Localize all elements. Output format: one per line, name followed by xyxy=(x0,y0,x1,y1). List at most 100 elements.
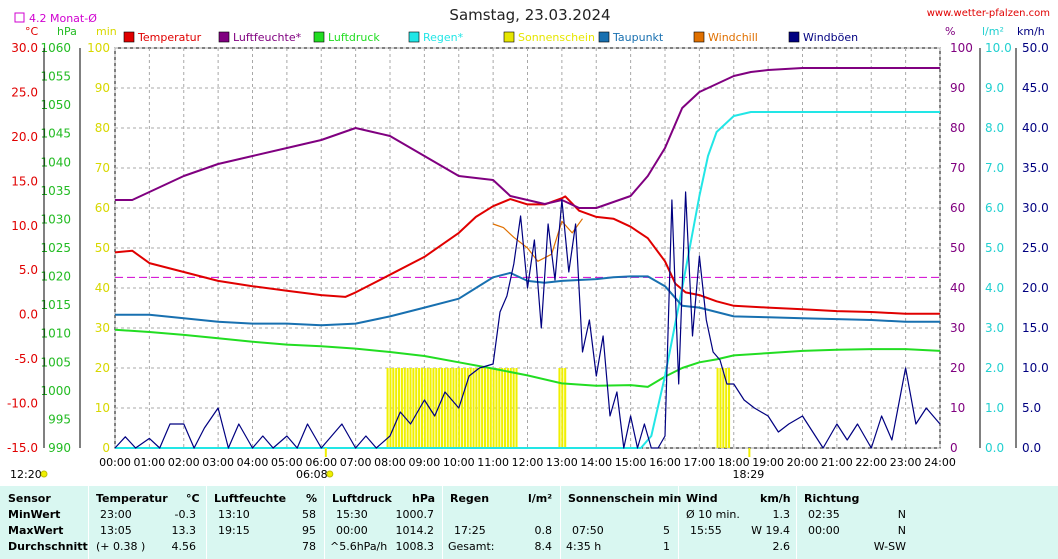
legend-swatch xyxy=(408,31,420,43)
series-luftdruck-line xyxy=(114,328,941,388)
legend-swatch xyxy=(788,31,800,43)
tick-label-wind: 5.0 xyxy=(1022,401,1041,415)
tick-label-rain: 8.0 xyxy=(985,121,1004,135)
sunshine-bar xyxy=(506,368,509,448)
tick-label-pct: 40 xyxy=(950,281,965,295)
sunshine-bar xyxy=(561,368,564,448)
max-rain-time: 17:25 xyxy=(454,524,486,537)
tick-label-rain: 3.0 xyxy=(985,321,1004,335)
tick-label-temp: -10.0 xyxy=(7,397,38,411)
sunshine-bar xyxy=(409,368,412,448)
sunshine-bar xyxy=(455,368,458,448)
sunshine-bar xyxy=(386,368,389,448)
tick-label-pct: 70 xyxy=(950,161,965,175)
tick-label-wind: 30.0 xyxy=(1022,201,1049,215)
avg-sun-value: 1 xyxy=(663,540,670,553)
sunrise-time: 06:08 xyxy=(296,468,328,481)
header-luftfeuchte: Luftfeuchte xyxy=(214,492,287,505)
min-temp-time: 23:00 xyxy=(100,508,132,521)
time-tick-label: 04:00 xyxy=(237,456,269,469)
avg-rain-value: 8.4 xyxy=(534,540,553,553)
tick-label-rain: 2.0 xyxy=(985,361,1004,375)
time-tick-label: 00:00 xyxy=(99,456,131,469)
stats-table: Sensor Temperatur °C Luftfeuchte % Luftd… xyxy=(0,486,1058,559)
tick-label-temp: 25.0 xyxy=(11,85,38,99)
tick-label-hpa: 1055 xyxy=(40,70,71,84)
series-regen-line xyxy=(115,111,940,449)
sunshine-bar xyxy=(558,368,561,448)
time-tick-label: 07:00 xyxy=(340,456,372,469)
sunshine-bar xyxy=(475,368,478,448)
sunshine-bar xyxy=(498,368,501,448)
unit-temp: °C xyxy=(25,25,39,38)
header-temperatur: Temperatur xyxy=(96,492,168,505)
tick-label-temp: 30.0 xyxy=(11,41,38,55)
legend-swatch xyxy=(598,31,610,43)
header-wind-unit: km/h xyxy=(760,492,791,505)
sunshine-bar xyxy=(504,368,507,448)
sunshine-bar xyxy=(415,368,418,448)
header-wind: Wind xyxy=(686,492,718,505)
tick-label-hpa: 1005 xyxy=(40,355,71,369)
sunshine-bar xyxy=(722,368,725,448)
avg-lf-value: 78 xyxy=(302,540,316,553)
sunshine-bar xyxy=(426,368,429,448)
tick-label-rain: 9.0 xyxy=(985,81,1004,95)
max-dir-value: N xyxy=(897,524,906,537)
tick-label-pct: 0 xyxy=(950,441,958,455)
tick-label-wind: 25.0 xyxy=(1022,241,1049,255)
tick-label-hpa: 1025 xyxy=(40,241,71,255)
tick-label-min: 10 xyxy=(95,401,110,415)
tick-label-temp: -15.0 xyxy=(7,441,38,455)
time-tick-label: 05:00 xyxy=(271,456,303,469)
sunshine-bar xyxy=(423,368,426,448)
tick-label-pct: 30 xyxy=(950,321,965,335)
sunshine-bar xyxy=(495,368,498,448)
legend-swatch xyxy=(218,31,230,43)
tick-label-pct: 80 xyxy=(950,121,965,135)
sunshine-bar xyxy=(398,368,401,448)
time-tick-label: 21:00 xyxy=(821,456,853,469)
tick-label-min: 30 xyxy=(95,321,110,335)
time-tick-label: 19:00 xyxy=(752,456,784,469)
tick-label-wind: 0.0 xyxy=(1022,441,1041,455)
max-sun-time: 07:50 xyxy=(572,524,604,537)
max-rain-value: 0.8 xyxy=(534,524,553,537)
time-tick-label: 24:00 xyxy=(924,456,956,469)
max-temp-value: 13.3 xyxy=(171,524,197,537)
row-label-avg: Durchschnitt xyxy=(8,540,88,553)
tick-label-hpa: 995 xyxy=(48,412,71,426)
chart-title: Samstag, 23.03.2024 xyxy=(449,6,610,24)
min-lf-time: 13:10 xyxy=(218,508,250,521)
sunshine-bar xyxy=(483,368,487,448)
tick-label-min: 40 xyxy=(95,281,110,295)
max-ld-value: 1014.2 xyxy=(395,524,435,537)
legend-label: Taupunkt xyxy=(612,31,664,44)
row-label-min: MinWert xyxy=(8,508,61,521)
tick-label-rain: 7.0 xyxy=(985,161,1004,175)
tick-label-pct: 100 xyxy=(950,41,973,55)
avg-temp-note: (+ 0.38 ) xyxy=(96,540,146,553)
avg-temp-value: 4.56 xyxy=(171,540,197,553)
sunshine-bar xyxy=(432,368,435,448)
max-dir-time: 00:00 xyxy=(808,524,840,537)
tick-label-temp: -5.0 xyxy=(15,352,38,366)
tick-label-hpa: 990 xyxy=(48,441,71,455)
time-tick-label: 08:00 xyxy=(374,456,406,469)
min-dir-time: 02:35 xyxy=(808,508,840,521)
series-windchill-line xyxy=(492,218,583,262)
avg-wind-value: 2.6 xyxy=(772,540,791,553)
legend-swatch xyxy=(313,31,325,43)
unit-min: min xyxy=(96,25,117,38)
tick-label-temp: 15.0 xyxy=(11,174,38,188)
header-luftdruck: Luftdruck xyxy=(332,492,392,505)
legend-label: Windchill xyxy=(708,31,758,44)
min-wind-time: Ø 10 min. xyxy=(686,508,740,521)
time-tick-label: 09:00 xyxy=(409,456,441,469)
time-tick-label: 14:00 xyxy=(580,456,612,469)
tick-label-min: 0 xyxy=(102,441,110,455)
tick-label-rain: 6.0 xyxy=(985,201,1004,215)
series-temperatur-line xyxy=(114,195,940,315)
min-ld-time: 15:30 xyxy=(336,508,368,521)
tick-label-rain: 4.0 xyxy=(985,281,1004,295)
